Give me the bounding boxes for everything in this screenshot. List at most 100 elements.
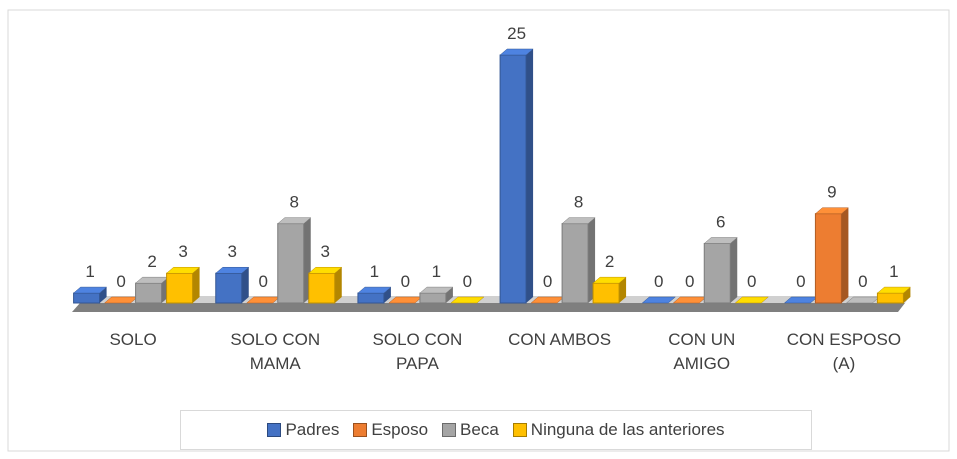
bar-side — [383, 287, 391, 303]
data-label: 1 — [432, 262, 441, 281]
bar-side — [619, 277, 627, 303]
bar-top — [703, 237, 738, 244]
legend-label: Ninguna de las anteriores — [530, 420, 725, 439]
legend-swatch — [267, 423, 282, 437]
data-label: 0 — [858, 272, 867, 291]
bar — [734, 296, 769, 304]
data-label: 0 — [685, 272, 694, 291]
legend-swatch — [512, 423, 527, 437]
x-tick-label: CON ESPOSO (A) — [786, 330, 902, 373]
bar — [277, 217, 312, 304]
data-label: 0 — [259, 272, 268, 291]
bar — [419, 286, 454, 304]
bar-top — [72, 286, 108, 294]
legend-swatch — [442, 423, 457, 437]
data-label: 0 — [654, 272, 663, 291]
legend-label: Beca — [460, 420, 499, 439]
bar-front — [308, 272, 336, 304]
legend-item: Ninguna de las anteriores — [512, 420, 725, 440]
bar-front — [814, 213, 842, 304]
bar-side — [588, 217, 596, 303]
bar-front — [277, 223, 305, 304]
data-label: 3 — [321, 242, 330, 261]
bar — [308, 266, 343, 304]
bar-top — [592, 276, 627, 284]
bar-top — [215, 266, 250, 274]
bar — [450, 296, 485, 304]
bar-side — [241, 267, 249, 303]
bar-top — [419, 286, 454, 294]
bar-side — [192, 267, 200, 303]
bar-front — [592, 282, 620, 304]
bar — [814, 207, 850, 304]
bar-top — [165, 266, 201, 274]
bar — [499, 48, 534, 304]
bar-top — [814, 207, 850, 214]
legend-label: Padres — [285, 420, 340, 439]
x-tick-label: SOLO CON MAMA — [230, 330, 321, 373]
bar-front — [135, 282, 163, 304]
data-label: 25 — [507, 24, 526, 43]
bar-side — [841, 207, 849, 303]
bar-front — [357, 292, 385, 304]
legend: Padres Esposo Beca Ninguna de las anteriore… — [180, 410, 812, 450]
bar-top — [499, 48, 534, 56]
data-label: 0 — [463, 272, 472, 291]
data-label: 1 — [370, 262, 379, 281]
bar-front — [703, 242, 731, 304]
bar-top — [357, 286, 392, 294]
bar-side — [99, 287, 107, 303]
bar-side — [526, 49, 534, 303]
bar-side — [730, 237, 738, 303]
data-label: 0 — [747, 272, 756, 291]
bar-front — [215, 272, 243, 304]
data-label: 0 — [543, 272, 552, 291]
bar-top — [450, 296, 485, 304]
floor — [72, 303, 905, 312]
legend-item: Padres — [267, 420, 339, 440]
bar — [561, 217, 596, 304]
chart-border — [7, 9, 950, 452]
bar-front — [561, 223, 589, 304]
bar — [72, 286, 108, 304]
data-label: 0 — [796, 272, 805, 291]
data-label: 2 — [605, 252, 614, 271]
data-label: 3 — [228, 242, 237, 261]
bar — [357, 286, 392, 304]
bar-front — [419, 292, 447, 304]
bar — [641, 296, 676, 304]
legend-swatch — [353, 423, 368, 437]
bar-front — [73, 292, 101, 304]
bar-front — [499, 54, 527, 304]
x-tick-label: SOLO CON PAPA — [372, 330, 463, 373]
bar — [876, 286, 912, 304]
data-label: 1 — [889, 262, 898, 281]
bar-front — [166, 272, 194, 304]
legend-item: Esposo — [353, 420, 428, 440]
bar-top — [876, 286, 912, 294]
bar — [592, 276, 627, 304]
data-label: 6 — [716, 212, 725, 231]
data-label: 9 — [827, 183, 836, 202]
data-label: 3 — [178, 242, 187, 261]
bar-front — [876, 292, 904, 304]
legend-label: Esposo — [371, 420, 429, 439]
bar-top — [641, 296, 676, 304]
data-label: 2 — [147, 252, 156, 271]
data-label: 1 — [85, 262, 94, 281]
data-label: 8 — [574, 193, 583, 212]
data-label: 0 — [116, 272, 125, 291]
x-tick-label: CON UN AMIGO — [668, 330, 736, 373]
bar-side — [334, 267, 342, 303]
bar-side — [445, 287, 453, 303]
data-label: 8 — [290, 193, 299, 212]
bar — [703, 237, 738, 304]
bar-top — [734, 296, 769, 304]
bar — [165, 266, 201, 304]
bar-top — [561, 217, 596, 224]
bar — [134, 276, 170, 304]
x-tick-label: SOLO — [109, 330, 157, 349]
bar-side — [903, 287, 911, 303]
